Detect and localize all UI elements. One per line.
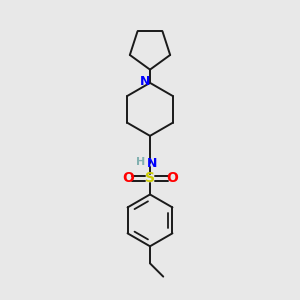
Text: S: S xyxy=(145,171,155,185)
Text: O: O xyxy=(166,171,178,185)
Text: N: N xyxy=(140,75,150,88)
Text: N: N xyxy=(147,157,158,170)
Text: O: O xyxy=(122,171,134,185)
Text: H: H xyxy=(136,158,145,167)
